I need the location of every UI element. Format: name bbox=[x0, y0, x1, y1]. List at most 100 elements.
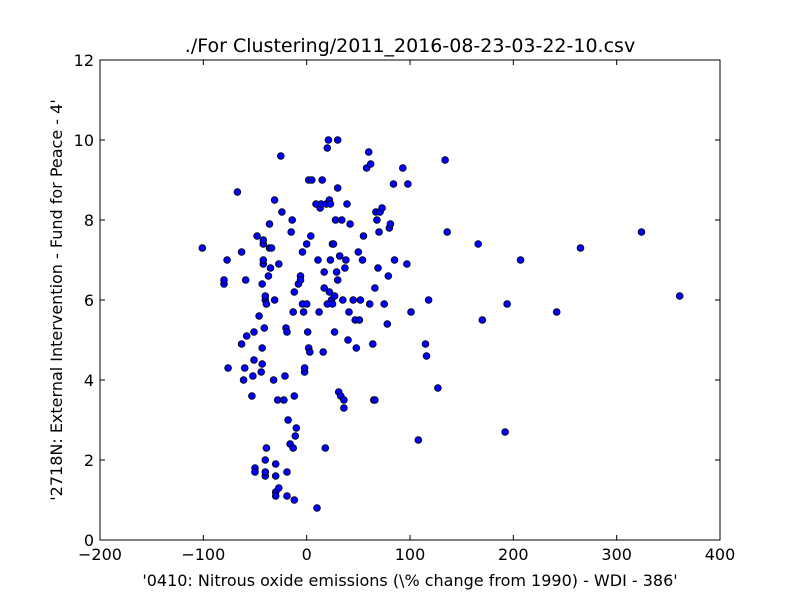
data-point bbox=[359, 232, 368, 240]
data-point bbox=[251, 468, 259, 476]
data-point bbox=[258, 360, 267, 368]
data-point bbox=[404, 180, 412, 188]
data-point bbox=[341, 264, 349, 272]
data-point bbox=[289, 444, 298, 452]
data-point bbox=[315, 308, 323, 316]
data-point bbox=[259, 236, 268, 244]
data-point bbox=[375, 228, 383, 236]
data-point bbox=[349, 296, 358, 304]
data-point bbox=[366, 160, 375, 168]
y-axis-ticks: 0 2 4 6 8 10 12 bbox=[74, 51, 720, 550]
data-point bbox=[323, 144, 332, 152]
data-point bbox=[414, 436, 423, 444]
data-point bbox=[344, 336, 352, 344]
x-tick-label: 200 bbox=[498, 545, 529, 564]
data-point bbox=[516, 256, 525, 264]
data-point bbox=[335, 252, 344, 260]
data-point bbox=[552, 308, 561, 316]
data-point bbox=[274, 260, 283, 268]
data-point bbox=[261, 456, 270, 464]
data-point bbox=[333, 276, 342, 284]
data-point bbox=[287, 228, 296, 236]
data-point bbox=[325, 288, 334, 296]
data-point bbox=[271, 460, 280, 468]
data-point bbox=[421, 340, 430, 348]
data-point bbox=[324, 136, 333, 144]
data-point bbox=[303, 328, 312, 336]
data-point bbox=[223, 256, 231, 264]
data-point bbox=[249, 372, 257, 380]
data-point bbox=[261, 468, 270, 476]
data-point bbox=[340, 396, 348, 404]
data-point bbox=[290, 496, 299, 504]
data-point bbox=[368, 340, 377, 348]
data-point bbox=[280, 396, 288, 404]
data-point bbox=[331, 216, 340, 224]
data-point bbox=[313, 504, 321, 512]
data-points bbox=[198, 136, 684, 512]
data-point bbox=[434, 384, 442, 392]
data-point bbox=[266, 264, 275, 272]
y-tick-label: 12 bbox=[74, 51, 94, 70]
x-tick-label: −200 bbox=[78, 545, 122, 564]
data-point bbox=[321, 444, 330, 452]
data-point bbox=[329, 240, 338, 248]
data-point bbox=[290, 288, 299, 296]
data-point bbox=[576, 244, 585, 252]
data-point bbox=[371, 284, 379, 292]
data-point bbox=[365, 300, 374, 308]
data-point bbox=[319, 348, 328, 356]
data-point bbox=[284, 416, 292, 424]
y-tick-label: 6 bbox=[84, 291, 94, 310]
data-point bbox=[332, 268, 341, 276]
y-tick-label: 10 bbox=[74, 131, 94, 150]
data-point bbox=[298, 248, 307, 256]
data-point bbox=[274, 484, 283, 492]
data-point bbox=[289, 308, 298, 316]
data-point bbox=[358, 256, 367, 264]
data-point bbox=[262, 300, 271, 308]
data-point bbox=[383, 320, 392, 328]
data-point bbox=[270, 196, 279, 204]
data-point bbox=[386, 220, 395, 228]
data-point bbox=[262, 444, 271, 452]
data-point bbox=[270, 296, 279, 304]
data-point bbox=[326, 256, 335, 264]
data-point bbox=[443, 228, 452, 236]
data-point bbox=[255, 312, 263, 320]
data-point bbox=[237, 248, 246, 256]
data-point bbox=[258, 344, 267, 352]
data-point bbox=[239, 376, 248, 384]
x-tick-label: 100 bbox=[395, 545, 426, 564]
data-point bbox=[403, 260, 411, 268]
data-point bbox=[390, 256, 399, 264]
y-tick-label: 8 bbox=[84, 211, 94, 230]
data-point bbox=[384, 272, 393, 280]
data-point bbox=[261, 292, 270, 300]
chart-title: ./For Clustering/2011_2016-08-23-03-22-1… bbox=[185, 35, 635, 57]
data-point bbox=[346, 220, 354, 228]
data-point bbox=[389, 180, 398, 188]
data-point bbox=[276, 152, 285, 160]
data-point bbox=[271, 472, 280, 480]
data-point bbox=[333, 184, 342, 192]
x-tick-label: 300 bbox=[601, 545, 632, 564]
data-point bbox=[407, 308, 415, 316]
data-point bbox=[503, 300, 511, 308]
data-point bbox=[320, 268, 329, 276]
data-point bbox=[333, 136, 342, 144]
data-point bbox=[224, 364, 232, 372]
data-point bbox=[260, 324, 269, 332]
data-point bbox=[326, 200, 335, 208]
data-point bbox=[501, 428, 509, 436]
y-tick-label: 4 bbox=[84, 371, 94, 390]
data-point bbox=[356, 296, 365, 304]
data-point bbox=[271, 492, 280, 500]
y-tick-label: 2 bbox=[84, 451, 94, 470]
data-point bbox=[380, 300, 389, 308]
data-point bbox=[250, 356, 258, 364]
data-point bbox=[314, 256, 322, 264]
data-point bbox=[343, 200, 351, 208]
data-point bbox=[637, 228, 646, 236]
